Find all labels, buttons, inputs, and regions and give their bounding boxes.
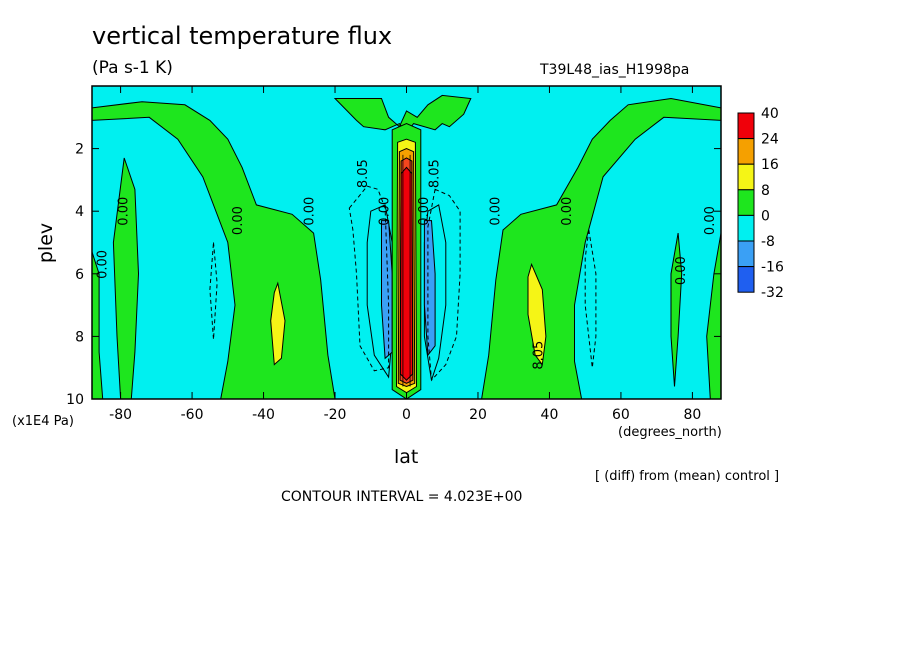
y-tick-label: 8: [75, 329, 84, 345]
colorbar-swatch-2: [737, 163, 755, 191]
colorbar-label-2: 16: [761, 157, 779, 173]
contour-label-11: 0.00: [674, 256, 689, 285]
colorbar-swatch-0: [737, 112, 755, 140]
x-tick-label: 0: [402, 407, 411, 423]
x-tick-label: 20: [469, 407, 487, 423]
x-tick-label: 40: [541, 407, 559, 423]
y-tick-label: 2: [75, 142, 84, 158]
colorbar: 40 24 16 8 0 -8 -16 -32: [737, 106, 784, 301]
colorbar-label-3: 8: [761, 183, 770, 199]
contour-label-4: 8.05: [356, 159, 371, 188]
x-tick-label: -80: [109, 407, 132, 423]
y-tick-label: 6: [75, 267, 84, 283]
y-tick-label: 10: [66, 392, 84, 408]
contour-region-12: [423, 220, 436, 357]
chart-units: (Pa s-1 K): [92, 58, 173, 78]
contour-region-17: [399, 166, 414, 381]
diff-note: [ (diff) from (mean) control ]: [595, 469, 780, 484]
y-tick-label: 4: [75, 204, 84, 220]
x-units-label: (degrees_north): [618, 425, 722, 440]
dashed-contour-2: [209, 242, 218, 340]
contour-lines: [209, 154, 597, 387]
dashed-contour-1: [427, 188, 461, 382]
contour-label-1: 0.00: [117, 197, 132, 226]
x-axis-label: lat: [394, 446, 419, 468]
colorbar-swatch-4: [737, 214, 755, 242]
contour-region-8: [527, 262, 547, 366]
colorbar-label-0: 40: [761, 106, 779, 122]
colorbar-swatch-6: [737, 266, 755, 293]
contour-label-8: 0.00: [488, 197, 503, 226]
x-tick-label: -60: [181, 407, 204, 423]
colorbar-swatch-5: [737, 240, 755, 268]
contour-region-3: [112, 157, 140, 400]
contour-label-2: 0.00: [231, 206, 246, 235]
colorbar-label-4: 0: [761, 208, 770, 224]
colorbar-label-6: -16: [761, 260, 784, 276]
dashed-contour-3: [584, 229, 597, 368]
contour-label-6: 0.00: [417, 197, 432, 226]
colorbar-label-7: -32: [761, 285, 784, 301]
contour-label-9: 0.00: [560, 197, 575, 226]
x-tick-label: 60: [612, 407, 630, 423]
contour-label-0: 0.00: [95, 250, 110, 279]
colorbar-swatch-1: [737, 138, 755, 165]
chart-title: vertical temperature flux: [92, 22, 393, 50]
contour-interval: CONTOUR INTERVAL = 4.023E+00: [281, 489, 523, 505]
x-tick-label: -20: [324, 407, 347, 423]
y-scale-note: (x1E4 Pa): [12, 414, 74, 429]
colorbar-swatch-3: [737, 189, 755, 216]
contour-label-12: 0.00: [703, 206, 718, 235]
y-axis-label: plev: [35, 223, 57, 263]
plot-area: [91, 86, 722, 400]
run-label: T39L48_ias_H1998pa: [540, 62, 690, 78]
contour-region-2: [333, 94, 472, 134]
contour-label-5: 0.00: [378, 197, 393, 226]
contour-region-7: [270, 281, 286, 366]
contour-label-3: 0.00: [303, 197, 318, 226]
x-tick-label: -40: [252, 407, 275, 423]
colorbar-label-5: -8: [761, 234, 775, 250]
axes: -80 -60 -40 -20 0 20 40 60 80 2 4 6 8 10 plev: [35, 85, 722, 423]
contour-label-7: 8.05: [428, 159, 443, 188]
contour-region-5: [670, 233, 683, 387]
contour-label-10: 8.05: [531, 341, 546, 370]
dashed-contour-0: [348, 185, 390, 372]
colorbar-label-1: 24: [761, 132, 779, 148]
contour-labels: 0.00 0.00 0.00 0.00 8.05 0.00 0.00 8.05 0.00 0.00…: [95, 159, 718, 369]
x-tick-label: 80: [683, 407, 701, 423]
